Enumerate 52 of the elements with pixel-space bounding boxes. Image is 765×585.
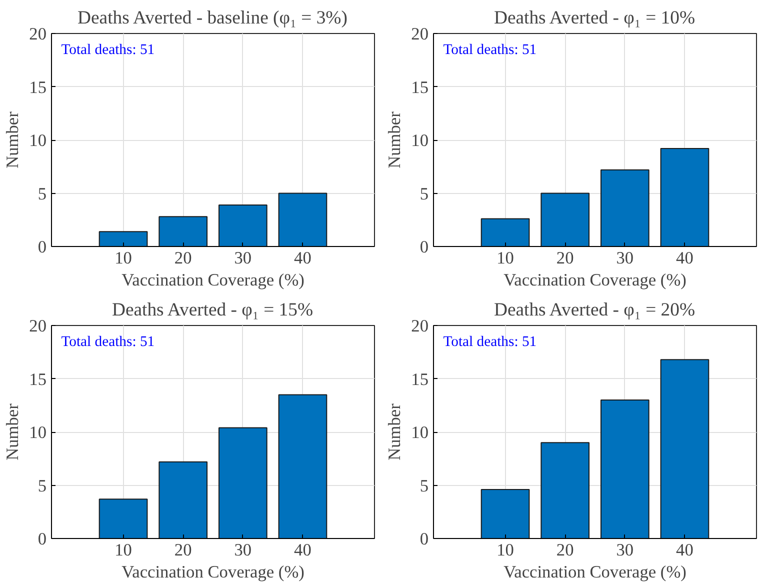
x-tick-label: 40 <box>676 540 694 560</box>
x-tick-label: 20 <box>174 540 192 560</box>
x-axis-title: Vaccination Coverage (%) <box>504 270 687 290</box>
y-axis-title: Number <box>385 403 404 460</box>
annotation: Total deaths: 51 <box>443 334 537 350</box>
y-tick-label: 15 <box>29 78 46 97</box>
x-tick-label: 20 <box>174 248 192 268</box>
x-tick-label: 30 <box>616 540 634 560</box>
x-tick-label: 10 <box>496 248 514 268</box>
y-tick-label: 20 <box>411 24 428 44</box>
x-tick-label: 30 <box>234 248 252 268</box>
annotation: Total deaths: 51 <box>443 42 537 58</box>
y-tick-label: 10 <box>411 131 428 150</box>
y-axis-title: Number <box>385 111 404 168</box>
y-tick-label: 10 <box>29 131 46 150</box>
y-tick-label: 20 <box>29 24 46 44</box>
y-tick-label: 10 <box>411 423 428 442</box>
y-tick-label: 15 <box>29 370 46 389</box>
x-tick-label: 40 <box>294 540 312 560</box>
y-tick-label: 20 <box>29 316 46 336</box>
chart-title: Deaths Averted - φ₁ = 20% <box>494 300 695 320</box>
chart-title: Deaths Averted - φ₁ = 10% <box>494 8 695 28</box>
y-tick-label: 10 <box>29 423 46 442</box>
x-tick-label: 20 <box>556 540 574 560</box>
y-tick-label: 5 <box>420 184 429 204</box>
y-tick-label: 5 <box>420 476 429 496</box>
y-tick-label: 15 <box>411 370 428 389</box>
x-axis-title: Vaccination Coverage (%) <box>504 562 687 582</box>
x-tick-label: 40 <box>294 248 312 268</box>
x-tick-label: 20 <box>556 248 574 268</box>
annotation: Total deaths: 51 <box>61 42 155 58</box>
x-axis-title: Vaccination Coverage (%) <box>122 270 305 290</box>
x-tick-label: 30 <box>234 540 252 560</box>
y-tick-label: 15 <box>411 78 428 97</box>
y-tick-label: 0 <box>420 530 429 548</box>
chart-title: Deaths Averted - φ₁ = 15% <box>112 300 313 320</box>
y-axis-title: Number <box>3 111 22 168</box>
y-tick-label: 0 <box>38 530 47 548</box>
annotation: Total deaths: 51 <box>61 334 155 350</box>
x-axis-title: Vaccination Coverage (%) <box>122 562 305 582</box>
chart-title: Deaths Averted - baseline (φ₁ = 3%) <box>78 8 348 28</box>
x-tick-label: 10 <box>114 540 132 560</box>
y-tick-label: 5 <box>38 476 47 496</box>
y-tick-label: 20 <box>411 316 428 336</box>
x-tick-label: 30 <box>616 248 634 268</box>
x-tick-label: 40 <box>676 248 694 268</box>
y-tick-label: 5 <box>38 184 47 204</box>
y-tick-label: 0 <box>38 238 47 256</box>
x-tick-label: 10 <box>114 248 132 268</box>
x-tick-label: 10 <box>496 540 514 560</box>
y-axis-title: Number <box>3 403 22 460</box>
y-tick-label: 0 <box>420 238 429 256</box>
